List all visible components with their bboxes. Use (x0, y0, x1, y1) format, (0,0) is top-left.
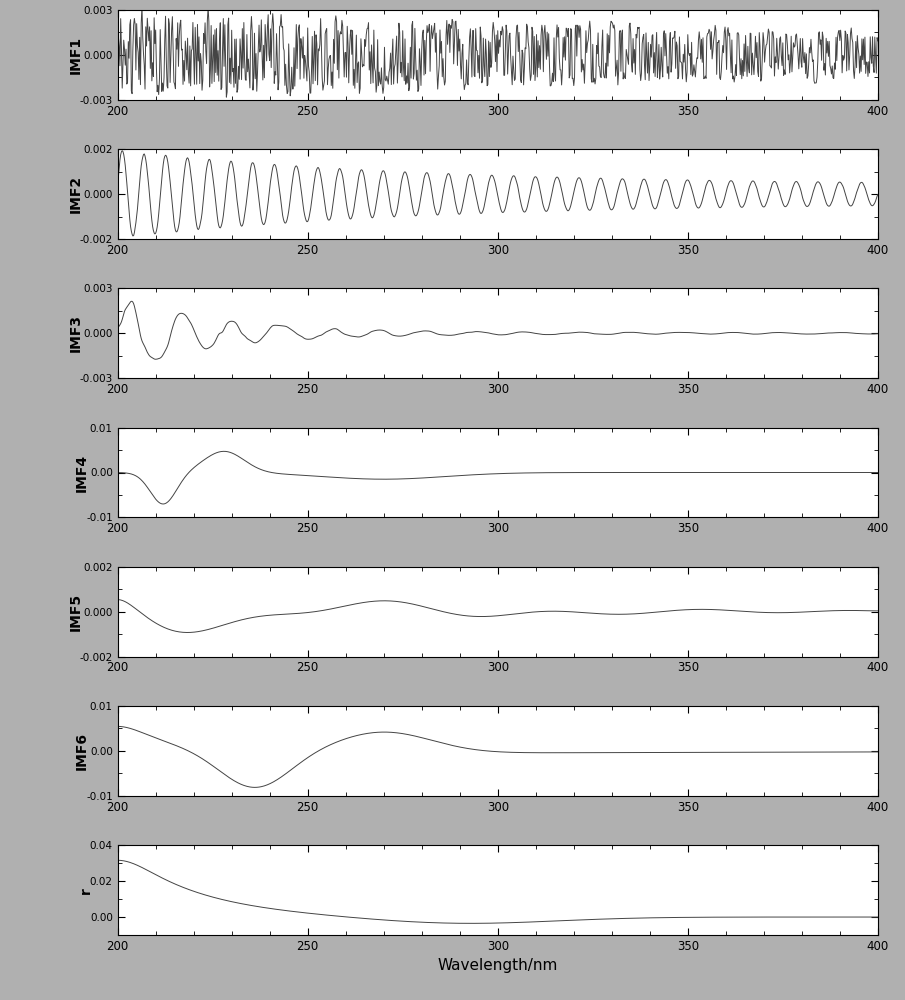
Y-axis label: IMF3: IMF3 (69, 314, 82, 352)
Y-axis label: IMF4: IMF4 (75, 453, 89, 492)
Y-axis label: IMF5: IMF5 (69, 593, 82, 631)
Y-axis label: IMF1: IMF1 (69, 36, 82, 74)
Y-axis label: IMF2: IMF2 (69, 175, 82, 213)
X-axis label: Wavelength/nm: Wavelength/nm (437, 958, 558, 973)
Y-axis label: r: r (79, 887, 92, 894)
Y-axis label: IMF6: IMF6 (75, 732, 89, 770)
